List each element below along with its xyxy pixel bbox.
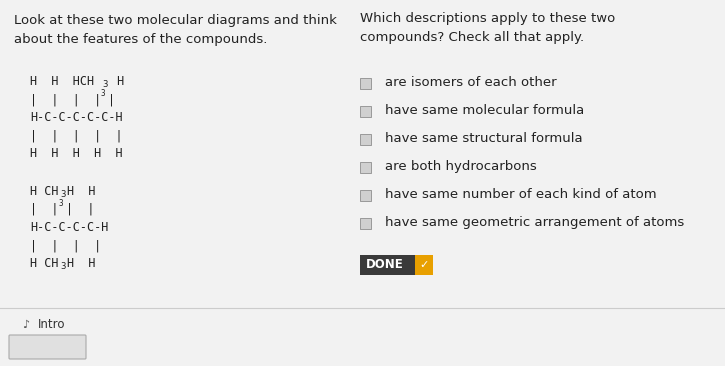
Text: Look at these two molecular diagrams and think
about the features of the compoun: Look at these two molecular diagrams and… xyxy=(14,14,337,45)
Text: |: | xyxy=(108,93,115,106)
Text: Which descriptions apply to these two
compounds? Check all that apply.: Which descriptions apply to these two co… xyxy=(360,12,616,44)
Text: H  H: H H xyxy=(67,257,96,270)
Text: 3: 3 xyxy=(60,262,65,271)
Text: H-C-C-C-C-H: H-C-C-C-C-H xyxy=(30,221,108,234)
FancyBboxPatch shape xyxy=(360,255,415,275)
FancyBboxPatch shape xyxy=(360,218,371,229)
Text: DONE: DONE xyxy=(365,258,403,272)
Text: ✓: ✓ xyxy=(419,260,428,270)
Text: 3: 3 xyxy=(60,190,65,199)
Text: ♪: ♪ xyxy=(22,320,29,330)
Text: H: H xyxy=(110,75,124,88)
FancyBboxPatch shape xyxy=(360,162,371,173)
Text: Intro: Intro xyxy=(38,318,65,332)
Text: are both hydrocarbons: are both hydrocarbons xyxy=(385,160,536,173)
Text: |  |  |  |: | | | | xyxy=(30,239,102,252)
Text: 3: 3 xyxy=(102,80,107,89)
Text: |  |  |  |: | | | | xyxy=(30,93,102,106)
Text: H  H: H H xyxy=(67,185,96,198)
Text: 3: 3 xyxy=(101,89,106,98)
Text: have same geometric arrangement of atoms: have same geometric arrangement of atoms xyxy=(385,216,684,229)
FancyBboxPatch shape xyxy=(360,106,371,117)
FancyBboxPatch shape xyxy=(360,134,371,145)
FancyBboxPatch shape xyxy=(9,335,86,359)
Text: have same structural formula: have same structural formula xyxy=(385,132,583,145)
Text: H CH: H CH xyxy=(30,257,59,270)
Text: H-C-C-C-C-C-H: H-C-C-C-C-C-H xyxy=(30,111,123,124)
Text: H  H  HCH: H H HCH xyxy=(30,75,94,88)
Text: H  H  H  H  H: H H H H H xyxy=(30,147,123,160)
Text: |  |: | | xyxy=(66,203,94,216)
Text: have same molecular formula: have same molecular formula xyxy=(385,104,584,117)
Text: have same number of each kind of atom: have same number of each kind of atom xyxy=(385,188,657,201)
FancyBboxPatch shape xyxy=(415,255,433,275)
Text: |  |: | | xyxy=(30,203,59,216)
FancyBboxPatch shape xyxy=(360,190,371,201)
Text: H CH: H CH xyxy=(30,185,59,198)
Text: |  |  |  |  |: | | | | | xyxy=(30,129,123,142)
Text: 3: 3 xyxy=(59,199,64,208)
FancyBboxPatch shape xyxy=(360,78,371,89)
Text: are isomers of each other: are isomers of each other xyxy=(385,76,557,89)
